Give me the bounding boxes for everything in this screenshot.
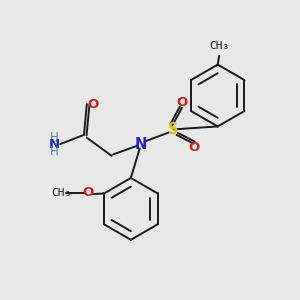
Text: CH₃: CH₃ xyxy=(209,41,229,51)
Text: N: N xyxy=(135,136,147,152)
Text: S: S xyxy=(168,122,179,137)
Text: O: O xyxy=(177,96,188,110)
Text: CH₃: CH₃ xyxy=(52,188,72,198)
Text: O: O xyxy=(82,186,94,199)
Text: N: N xyxy=(49,138,60,151)
Text: H: H xyxy=(50,131,59,144)
Text: H: H xyxy=(50,145,59,158)
Text: O: O xyxy=(188,141,200,154)
Text: O: O xyxy=(87,98,98,111)
